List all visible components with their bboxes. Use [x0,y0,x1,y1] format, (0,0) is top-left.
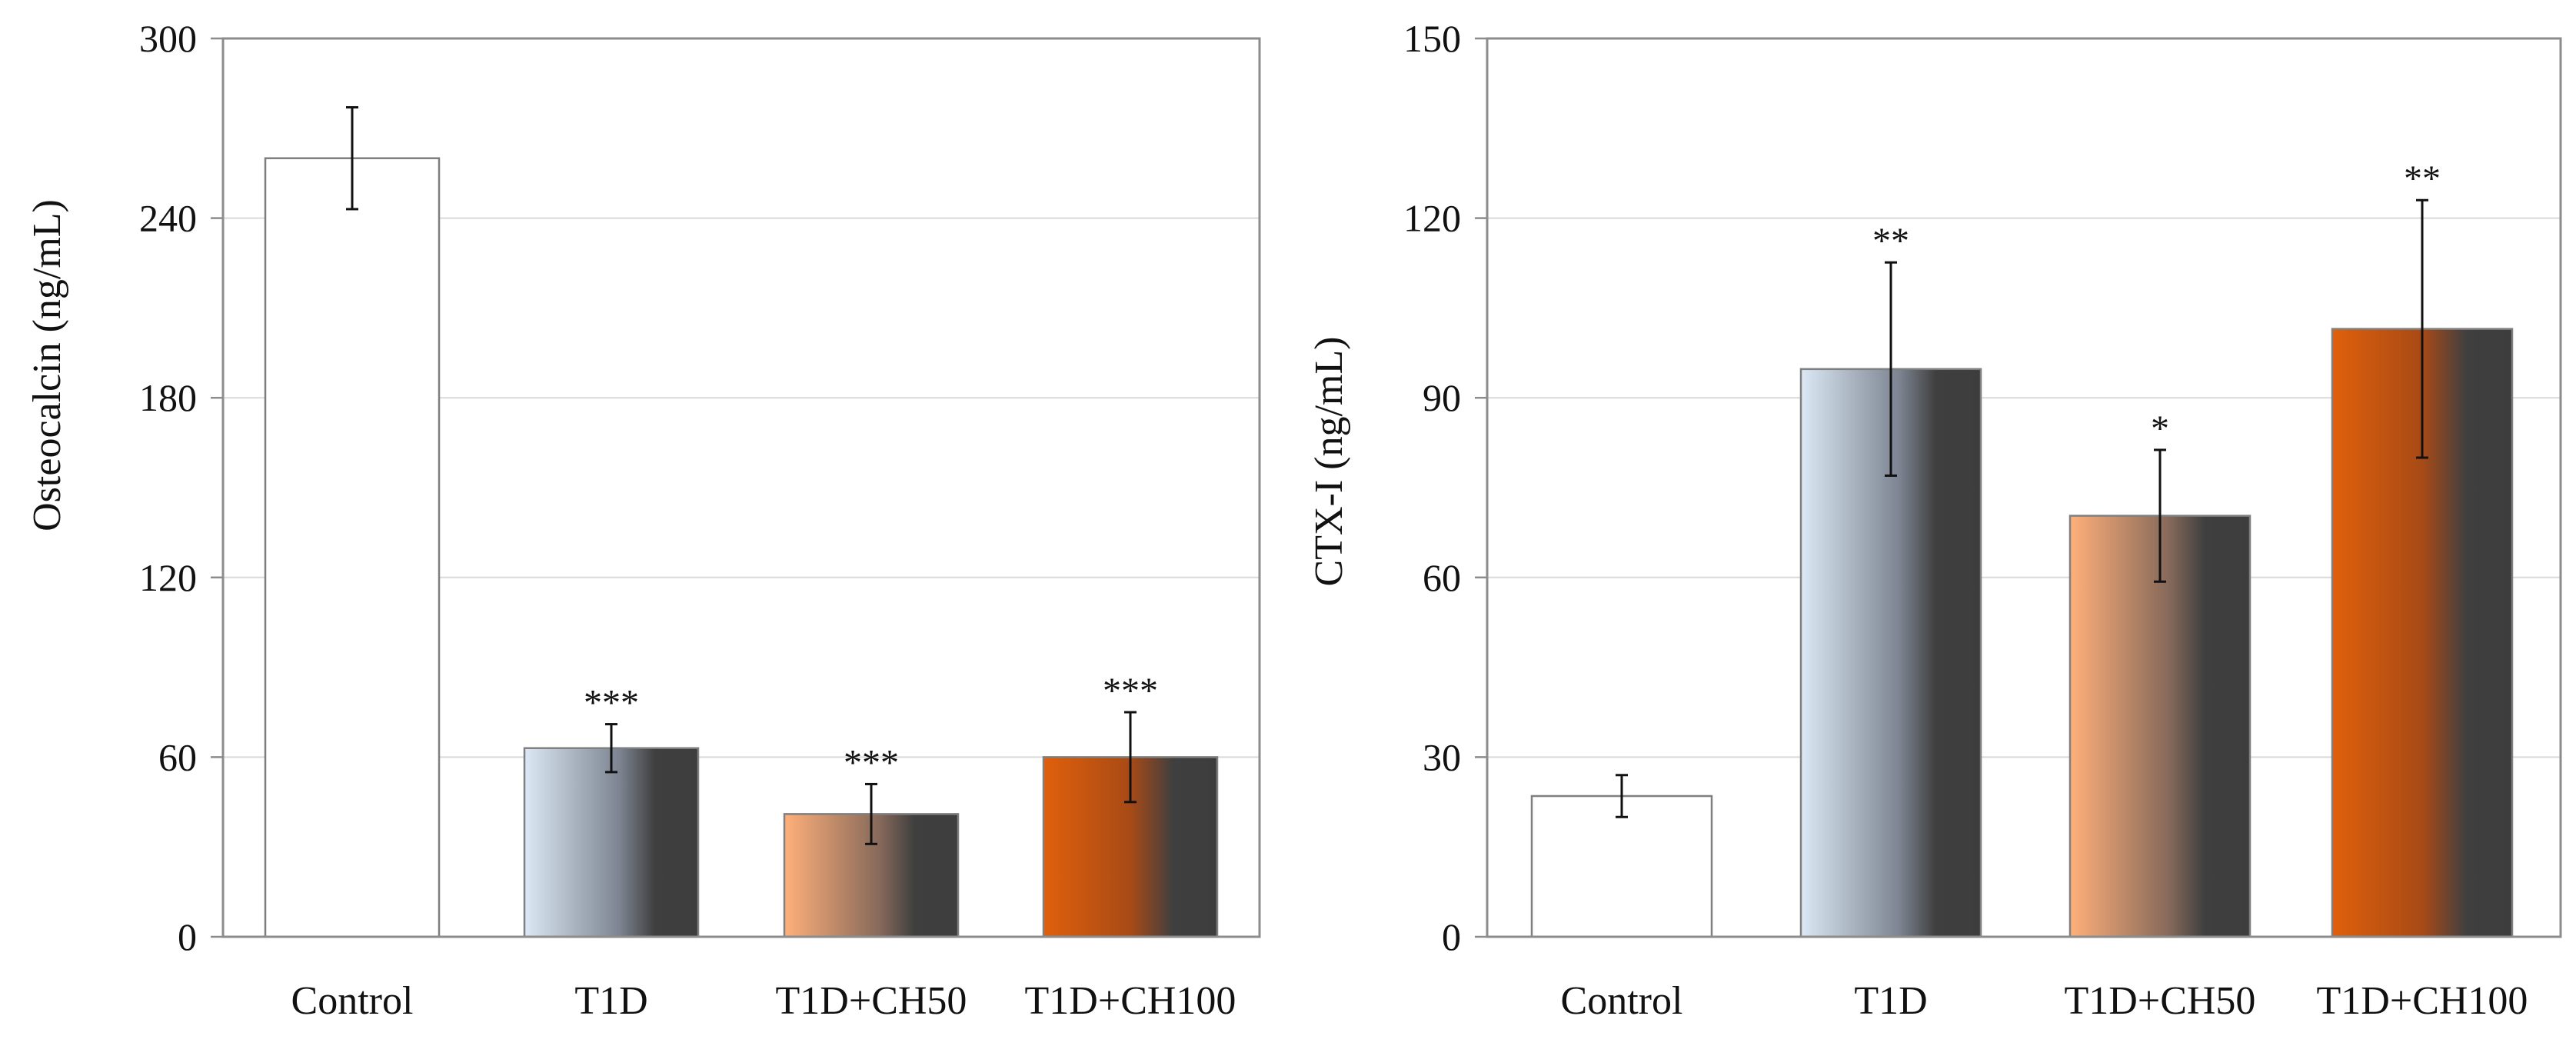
osteocalcin-error-bar [346,106,358,211]
ctx-error-bar [1885,261,1897,477]
osteocalcin-frame-rect [221,37,1261,938]
osteocalcin-bar-control [264,157,441,938]
ctx-x-axis: Control T1D T1D+CH50 T1D+CH100 [1561,979,2528,1023]
ctx-x-category-label: T1D+CH50 [2065,979,2256,1023]
osteocalcin-significance-marks: *** *** *** [584,671,1158,783]
ctx-significance-marks: ***** [1872,158,2441,449]
ctx-y-tick-label: 90 [1423,376,1461,419]
osteocalcin-y-tick-label: 0 [178,915,197,958]
ctx-significance-label: ** [1872,221,1909,262]
osteocalcin-y-axis-title: Osteocalcin (ng/mL) [25,199,69,531]
osteocalcin-x-category-label: T1D+CH50 [776,979,967,1023]
ctx-plot-frame [1486,37,2562,938]
osteocalcin-plot-frame [221,37,1261,938]
osteocalcin-x-category-label: Control [291,979,414,1023]
osteocalcin-x-category-label: T1D [574,979,647,1023]
ctx-bars [1530,328,2514,938]
osteocalcin-significance-label: *** [844,742,899,783]
osteocalcin-y-tick-label: 180 [139,376,197,419]
ctx-y-tick-label: 60 [1423,556,1461,599]
osteocalcin-x-category-label: T1D+CH100 [1025,979,1236,1023]
osteocalcin-y-tick-label: 60 [158,735,197,778]
ctx-error-bar [2416,198,2428,459]
osteocalcin-y-axis: 0 60 120 180 240 300 [139,17,223,958]
ctx-error-bar [2154,448,2166,583]
osteocalcin-y-tick-label: 240 [139,197,197,240]
osteocalcin-bar-t1d [523,747,700,938]
ctx-significance-label: * [2151,408,2169,449]
osteocalcin-error-bar [605,723,617,774]
ctx-x-category-label: T1D+CH100 [2317,979,2528,1023]
osteocalcin-bars [264,157,1219,938]
ctx-frame-rect [1486,37,2562,938]
osteocalcin-y-tick-label: 120 [139,556,197,599]
ctx-x-category-label: Control [1561,979,1683,1023]
ctx-x-category-label: T1D [1854,979,1927,1023]
ctx-y-tick-label: 150 [1403,17,1461,60]
osteocalcin-error-bar [1124,711,1137,804]
osteocalcin-y-tick-label: 300 [139,17,197,60]
ctx-y-tick-label: 120 [1403,197,1461,240]
ctx-bar-t1d-ch50 [2068,515,2252,938]
osteocalcin-significance-label: *** [584,683,639,724]
osteocalcin-error-bar [865,782,877,845]
ctx-y-tick-label: 0 [1442,915,1461,958]
ctx-significance-label: ** [2404,158,2441,199]
osteocalcin-x-axis: Control T1D T1D+CH50 T1D+CH100 [291,979,1236,1023]
ctx-error-bars [1616,198,2428,818]
osteocalcin-chart: *** *** *** 0 60 120 180 240 300 Control T1D T1D+… [25,17,1261,1023]
ctx-bar-control [1530,794,1713,938]
ctx-y-axis: 0 30 60 90 120 150 [1403,17,1487,958]
ctx-y-axis-title: CTX-I (ng/mL) [1307,337,1351,587]
osteocalcin-significance-label: *** [1103,671,1158,711]
ctx-error-bar [1616,774,1628,818]
osteocalcin-error-bars [346,106,1137,845]
ctx-y-tick-label: 30 [1423,735,1461,778]
